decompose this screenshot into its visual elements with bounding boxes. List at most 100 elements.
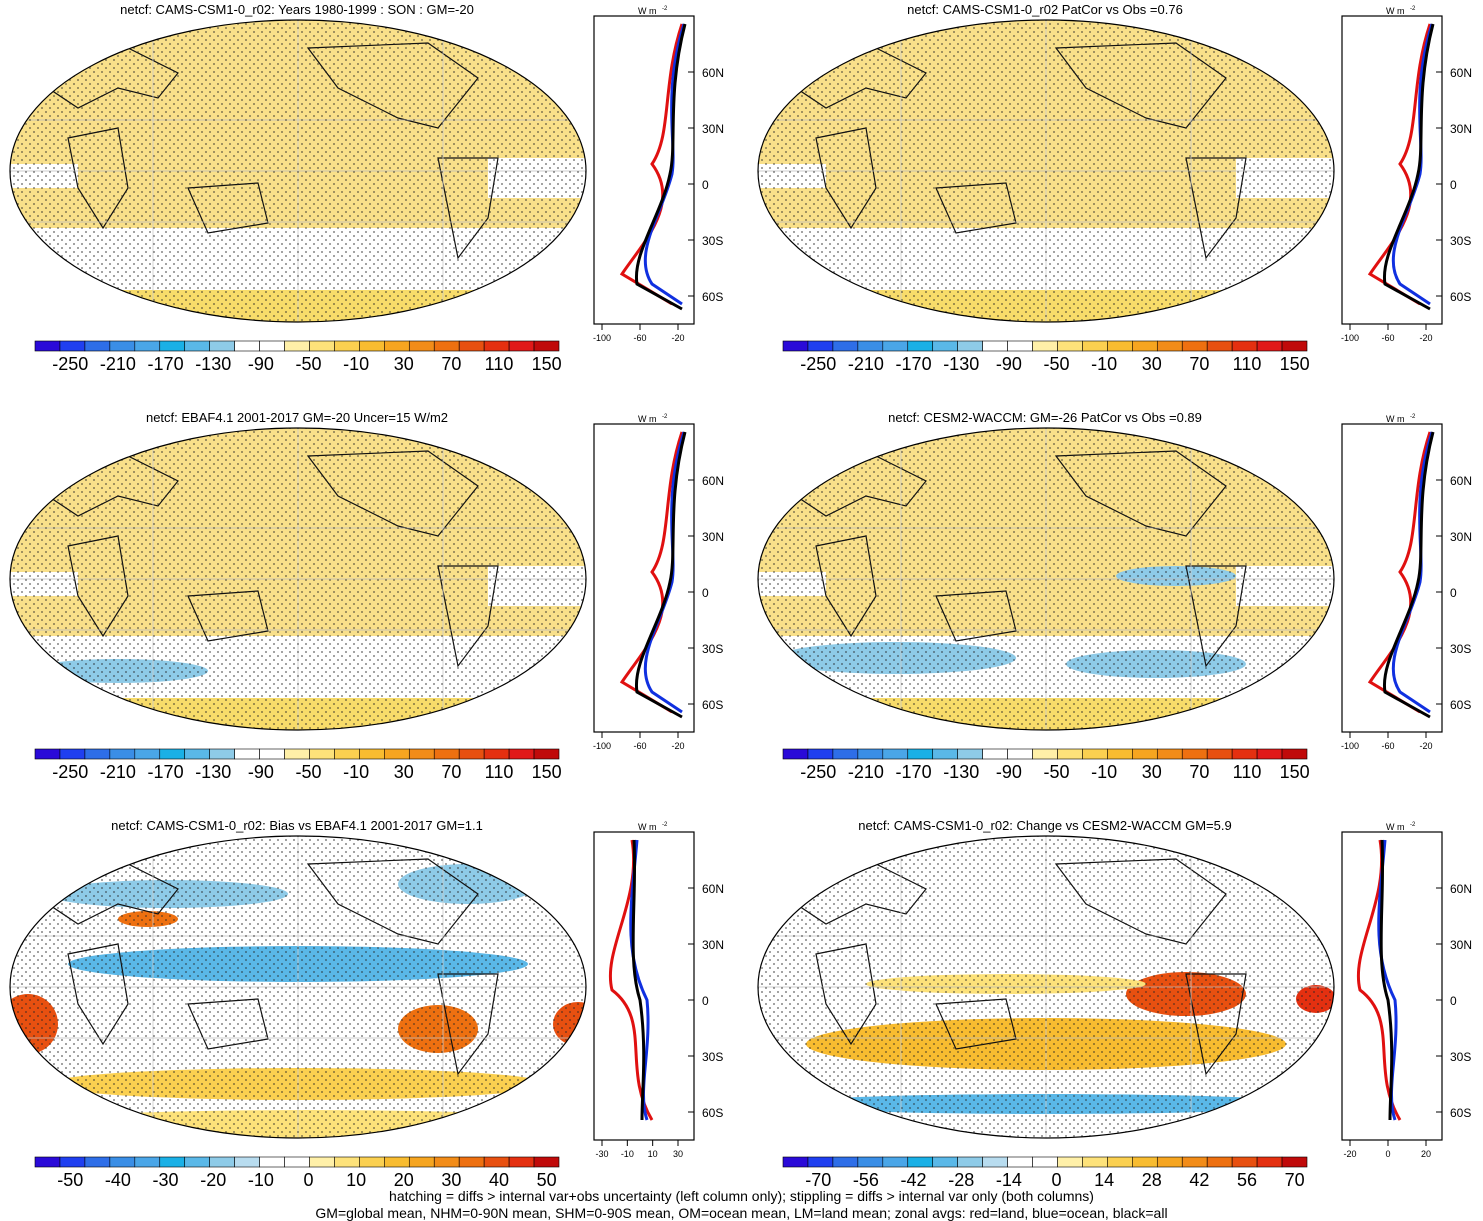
colorbar-swatch: [84, 748, 111, 760]
unit-superscript: -2: [1410, 6, 1416, 12]
panel-title: netcf: CAMS-CSM1-0_r02: Bias vs EBAF4.1 …: [111, 818, 483, 833]
colorbar-swatch: [458, 340, 485, 352]
colorbar-swatch: [284, 748, 310, 760]
colorbar-tick-label: -130: [943, 762, 980, 782]
colorbar-swatch: [832, 1156, 859, 1168]
colorbar-swatch: [932, 1156, 958, 1168]
colorbar-tick-label: -90: [247, 762, 274, 782]
colorbar-swatch: [1281, 340, 1308, 352]
colorbar-swatch: [159, 340, 186, 352]
colorbar-swatch: [433, 340, 460, 352]
latitude-tick-label: 60S: [1450, 290, 1471, 304]
colorbar-swatch: [1156, 340, 1183, 352]
colorbar-tick-label: -20: [200, 1170, 227, 1190]
colorbar-tick-label: 10: [346, 1170, 367, 1190]
colorbar-tick-label: 110: [484, 762, 514, 782]
latitude-tick-label: 60N: [1450, 882, 1472, 896]
colorbar-swatch: [234, 748, 260, 760]
colorbar-swatch: [1032, 340, 1058, 352]
colorbar-tick-label: 50: [536, 1170, 557, 1190]
colorbar-tick-label: 70: [1189, 762, 1210, 782]
colorbar-tick-label: -210: [99, 354, 136, 374]
colorbar-tick-label: -50: [1043, 762, 1070, 782]
colorbar-swatch: [284, 1156, 310, 1168]
latitude-tick-label: 30S: [702, 642, 723, 656]
colorbar: [782, 340, 1308, 352]
colorbar-tick-label: 28: [1141, 1170, 1162, 1190]
colorbar-swatch: [807, 748, 834, 760]
colorbar-swatch: [309, 340, 335, 352]
colorbar-tick-label: -130: [195, 354, 232, 374]
colorbar-swatch: [84, 1156, 111, 1168]
colorbar-tick-label: -50: [57, 1170, 84, 1190]
latitude-tick-label: 30N: [702, 530, 724, 544]
colorbar-swatch: [134, 748, 161, 760]
zonal-mean-curve: [609, 839, 654, 1121]
colorbar-swatch: [159, 1156, 186, 1168]
colorbar-swatch: [1082, 340, 1108, 352]
colorbar-tick-label: 20: [393, 1170, 414, 1190]
latitude-tick-label: 0: [702, 994, 709, 1008]
colorbar-swatch: [882, 1156, 909, 1168]
colorbar-swatch: [932, 748, 958, 760]
colorbar-tick-label: -170: [895, 762, 932, 782]
colorbar-swatch: [184, 1156, 210, 1168]
colorbar-swatch: [1007, 748, 1033, 760]
colorbar-swatch: [159, 748, 186, 760]
colorbar-swatch: [408, 340, 435, 352]
colorbar-tick-label: 30: [1141, 762, 1162, 782]
latitude-tick-label: 60N: [702, 66, 724, 80]
panel-title: netcf: CAMS-CSM1-0_r02: Years 1980-1999 …: [120, 2, 474, 17]
robinson-map: [757, 427, 1335, 731]
colorbar-tick-label: -70: [805, 1170, 832, 1190]
colorbar-swatch: [1256, 748, 1283, 760]
robinson-map: [9, 19, 587, 323]
latitude-tick-label: 60S: [1450, 698, 1471, 712]
colorbar-tick-label: 56: [1237, 1170, 1258, 1190]
colorbar-swatch: [408, 1156, 435, 1168]
colorbar-tick-label: 30: [441, 1170, 462, 1190]
colorbar-swatch: [1107, 748, 1133, 760]
colorbar-swatch: [384, 340, 410, 352]
zonal-mean-curve: [1382, 431, 1435, 719]
latitude-tick-label: 60S: [702, 698, 723, 712]
colorbar-tick-label: -170: [147, 762, 184, 782]
colorbar-tick-label: -10: [247, 1170, 274, 1190]
colorbar-tick-label: 14: [1094, 1170, 1115, 1190]
footer-line-1: hatching = diffs > internal var+obs unce…: [389, 1188, 1094, 1204]
colorbar-swatch: [209, 340, 235, 352]
colorbar-swatch: [184, 748, 210, 760]
colorbar-swatch: [1181, 748, 1208, 760]
colorbar-swatch: [384, 1156, 410, 1168]
latitude-tick-label: 30N: [1450, 122, 1472, 136]
robinson-map: [9, 835, 587, 1139]
colorbar-tick-label: 110: [1232, 762, 1262, 782]
colorbar-tick-label: 30: [393, 762, 414, 782]
colorbar-swatch: [109, 748, 136, 760]
panel-title: netcf: CAMS-CSM1-0_r02 PatCor vs Obs =0.…: [907, 2, 1183, 17]
colorbar-tick-label: -210: [847, 762, 884, 782]
colorbar-swatch: [34, 748, 61, 760]
unit-label: W m: [1386, 6, 1405, 16]
colorbar-swatch: [259, 748, 285, 760]
colorbar-swatch: [1007, 340, 1033, 352]
latitude-tick-label: 60N: [1450, 66, 1472, 80]
zonal-axis-tick-label: -60: [1381, 333, 1394, 343]
colorbar-swatch: [359, 1156, 385, 1168]
colorbar-swatch: [1231, 340, 1258, 352]
colorbar-swatch: [433, 748, 460, 760]
colorbar-swatch: [109, 340, 136, 352]
colorbar-tick-label: -14: [995, 1170, 1022, 1190]
zonal-mean-curve: [619, 23, 684, 306]
colorbar-tick-label: 70: [441, 762, 462, 782]
colorbar-swatch: [1206, 1156, 1233, 1168]
colorbar-swatch: [384, 748, 410, 760]
colorbar-swatch: [982, 340, 1008, 352]
colorbar-tick-label: 70: [441, 354, 462, 374]
colorbar-swatch: [957, 340, 983, 352]
colorbar-tick-label: -42: [900, 1170, 927, 1190]
latitude-tick-label: 30S: [702, 1050, 723, 1064]
colorbar-swatch: [284, 340, 310, 352]
colorbar-swatch: [882, 340, 909, 352]
colorbar-tick-label: 110: [1232, 354, 1262, 374]
